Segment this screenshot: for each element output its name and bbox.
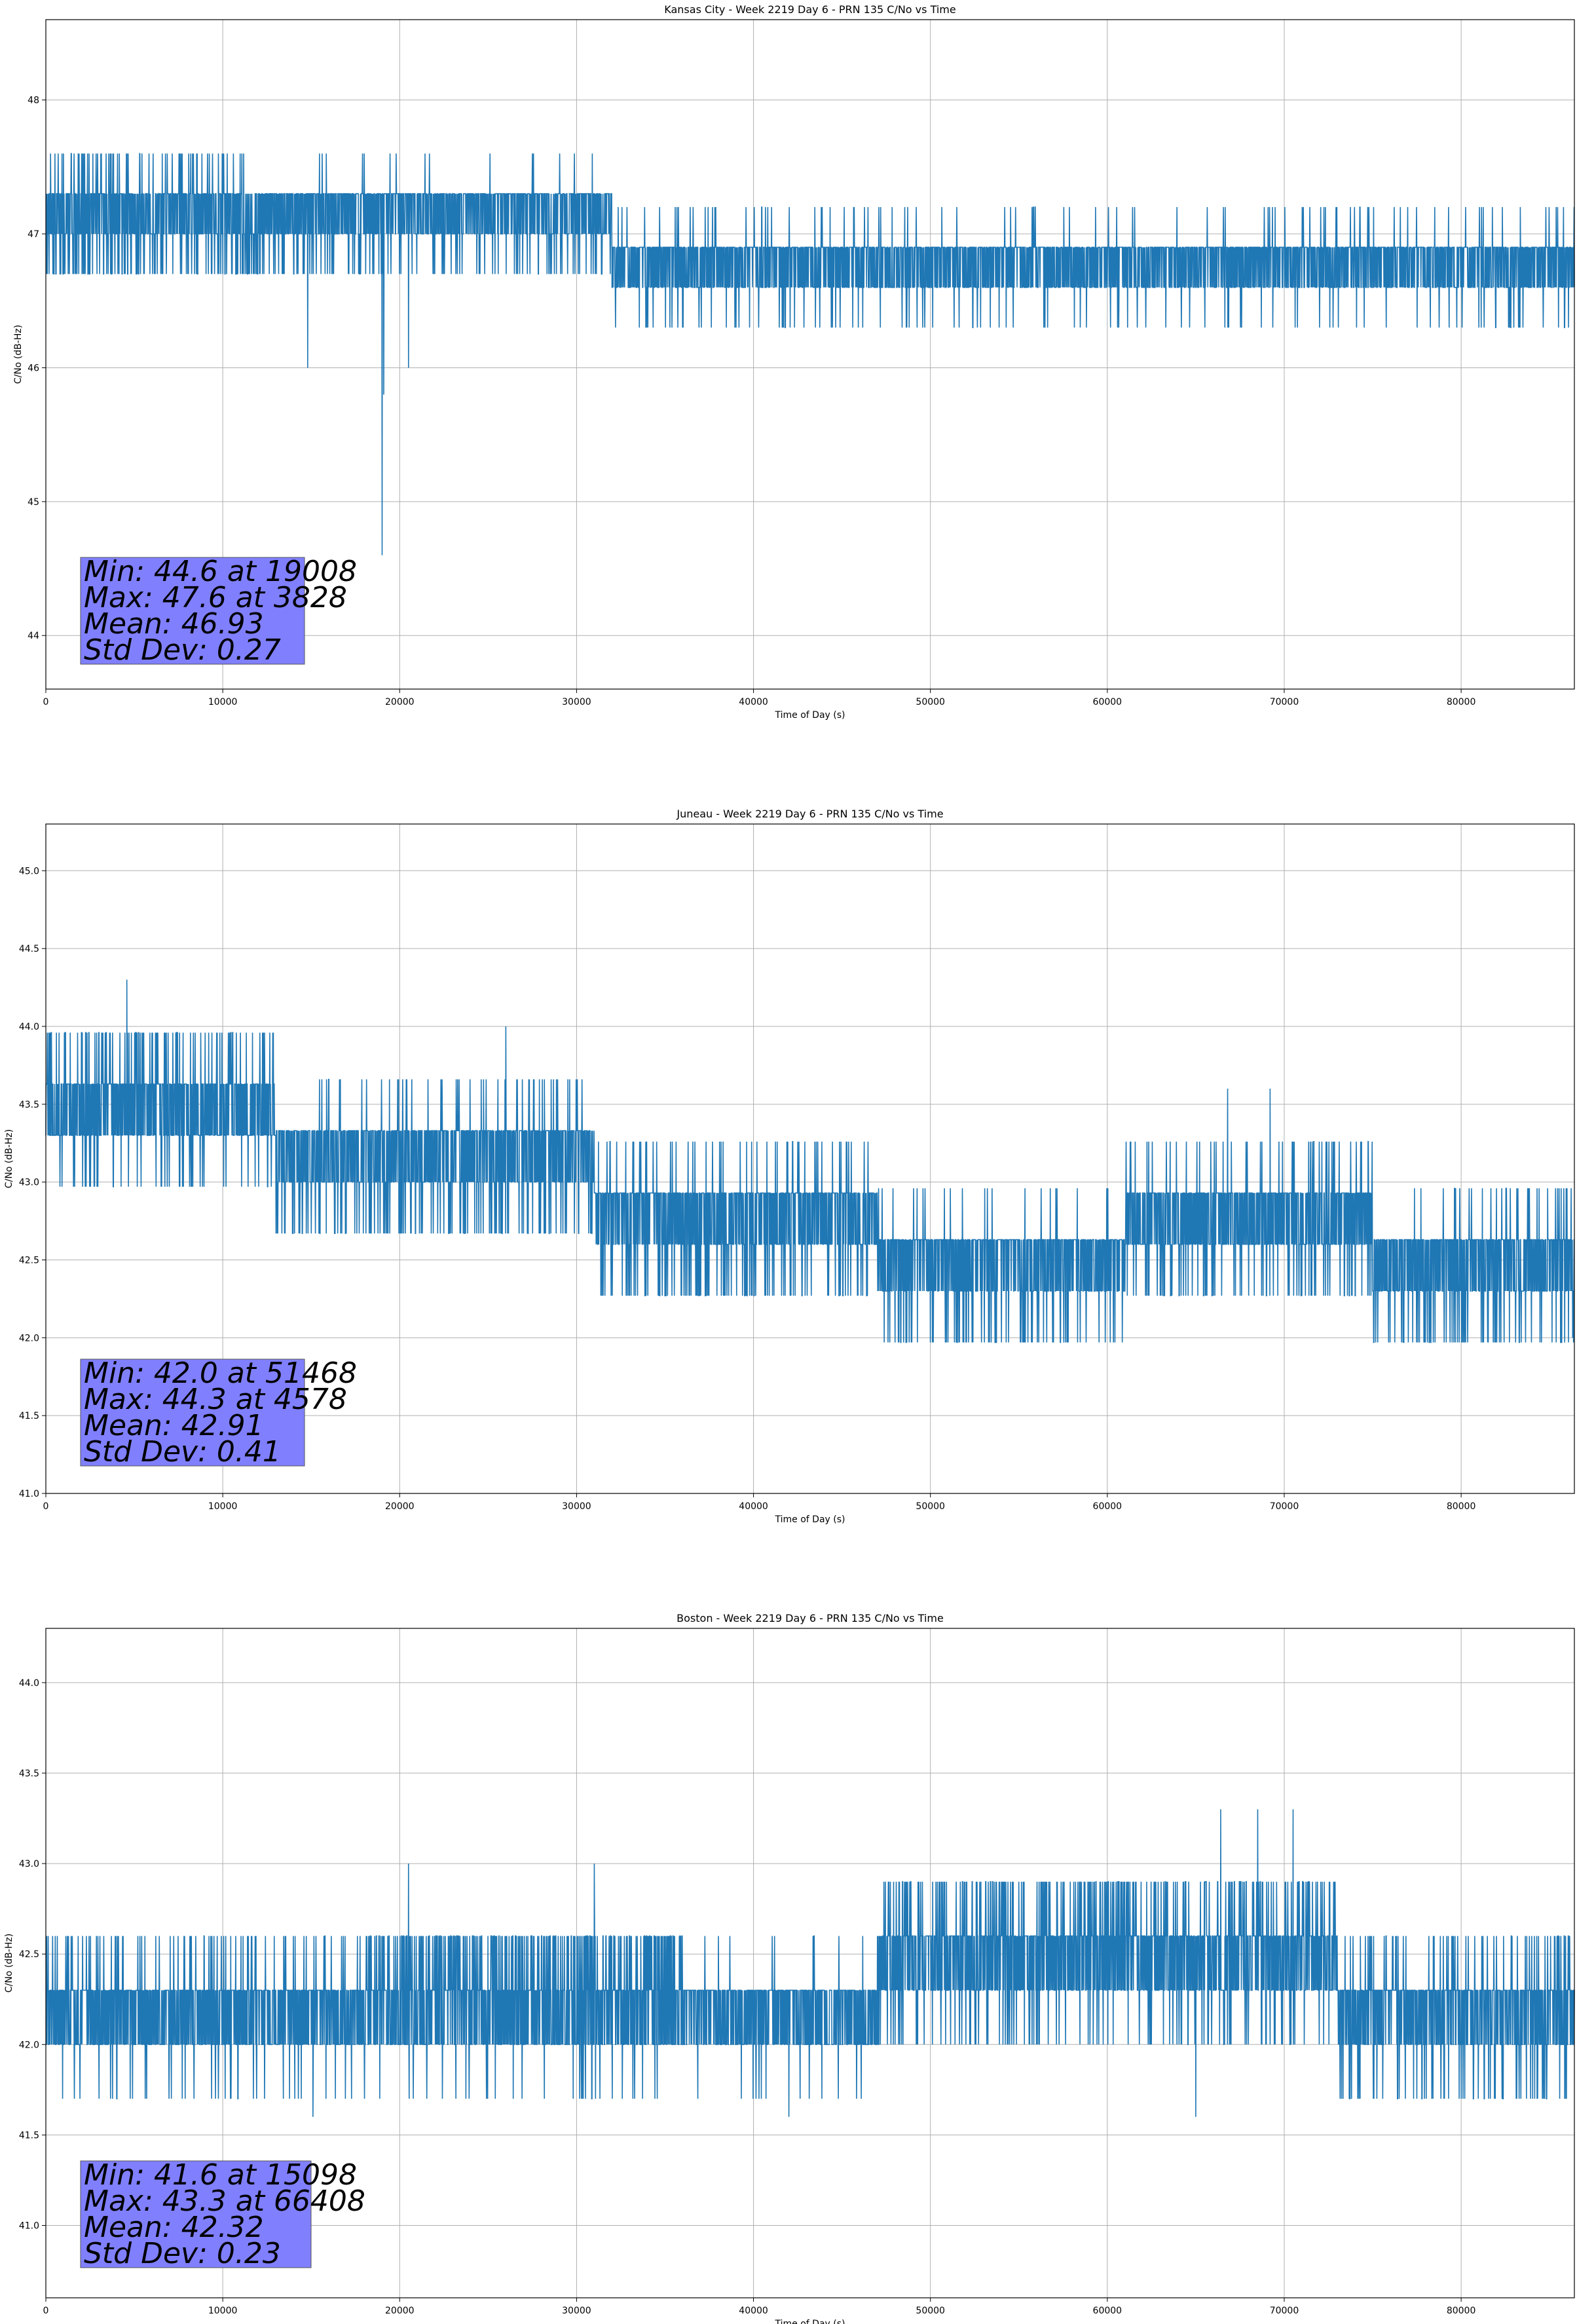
y-tick-label: 42.5 [19, 1949, 39, 1960]
y-axis-label: C/No (dB-Hz) [4, 1934, 14, 1993]
x-tick-label: 40000 [739, 697, 768, 707]
y-axis-label: C/No (dB-Hz) [4, 1129, 14, 1188]
axes-frame [45, 823, 1575, 1494]
stats-max-text: Max: 47.6 at 3828 [84, 581, 347, 614]
y-tick-label: 43.0 [19, 1178, 39, 1188]
y-tick-label: 42.0 [19, 1333, 39, 1343]
data-series-line [45, 1809, 1575, 2117]
x-tick-label: 50000 [916, 697, 945, 707]
x-tick-label: 40000 [739, 2306, 768, 2316]
x-tick-label: 80000 [1447, 1501, 1476, 1512]
x-axis-label: Time of Day (s) [775, 1514, 845, 1525]
x-tick-label: 0 [43, 697, 49, 707]
y-tick-label: 41.0 [19, 2221, 39, 2232]
stats-min-text: Min: 44.6 at 19008 [84, 555, 357, 588]
y-tick-label: 44.5 [19, 944, 39, 954]
x-tick-label: 70000 [1270, 697, 1299, 707]
x-tick-label: 70000 [1270, 1501, 1299, 1512]
y-tick-label: 43.0 [19, 1859, 39, 1869]
chart-title: Juneau - Week 2219 Day 6 - PRN 135 C/No … [676, 808, 943, 820]
x-tick-label: 80000 [1447, 697, 1476, 707]
stats-mean-text: Mean: 42.32 [84, 2211, 264, 2244]
stats-mean-text: Mean: 46.93 [84, 607, 264, 641]
x-tick-label: 30000 [562, 1501, 591, 1512]
x-tick-label: 60000 [1093, 1501, 1122, 1512]
data-series-line [45, 979, 1575, 1343]
stats-std-text: Std Dev: 0.41 [84, 1435, 281, 1469]
y-tick-label: 43.5 [19, 1100, 39, 1110]
chart-title: Boston - Week 2219 Day 6 - PRN 135 C/No … [677, 1612, 944, 1624]
stats-std-text: Std Dev: 0.27 [84, 633, 281, 667]
axes-frame [45, 1628, 1575, 2298]
stats-min-text: Min: 42.0 at 51468 [84, 1357, 357, 1390]
y-tick-label: 44.0 [19, 1678, 39, 1689]
x-tick-label: 30000 [562, 697, 591, 707]
stats-max-text: Max: 43.3 at 66408 [84, 2184, 365, 2218]
y-tick-label: 47 [28, 229, 39, 240]
x-tick-label: 10000 [208, 697, 238, 707]
axes-frame [45, 19, 1575, 690]
y-tick-label: 44.0 [19, 1022, 39, 1032]
stats-box-background [80, 557, 305, 665]
chart-panel-2: 0 10000 20000 30000 40000 50000 60000 70000 8000… [4, 808, 1575, 1525]
x-tick-label: 20000 [385, 697, 415, 707]
x-tick-label: 20000 [385, 2306, 415, 2316]
x-tick-label: 20000 [385, 1501, 415, 1512]
x-tick-label: 0 [43, 1501, 49, 1512]
y-tick-label: 48 [28, 96, 39, 106]
x-tick-label: 50000 [916, 1501, 945, 1512]
y-tick-label: 45 [28, 497, 39, 508]
x-tick-label: 10000 [208, 1501, 238, 1512]
stats-box-background [80, 1359, 305, 1467]
y-tick-label: 42.5 [19, 1255, 39, 1265]
x-tick-label: 40000 [739, 1501, 768, 1512]
y-tick-label: 44 [28, 631, 39, 641]
x-tick-label: 70000 [1270, 2306, 1299, 2316]
chart-title: Kansas City - Week 2219 Day 6 - PRN 135 … [664, 3, 955, 16]
x-tick-label: 30000 [562, 2306, 591, 2316]
stats-std-text: Std Dev: 0.23 [84, 2237, 281, 2270]
x-axis-label: Time of Day (s) [775, 710, 845, 721]
stats-min-text: Min: 41.6 at 15098 [84, 2158, 357, 2192]
y-tick-label: 46 [28, 363, 39, 373]
y-tick-label: 45.0 [19, 866, 39, 876]
x-tick-label: 50000 [916, 2306, 945, 2316]
y-axis-label: C/No (dB-Hz) [13, 325, 24, 384]
x-tick-label: 10000 [208, 2306, 238, 2316]
y-tick-label: 42.0 [19, 2040, 39, 2050]
stats-max-text: Max: 44.3 at 4578 [84, 1383, 347, 1416]
y-tick-label: 43.5 [19, 1769, 39, 1779]
stats-box-background [80, 2160, 312, 2268]
y-tick-label: 41.0 [19, 1489, 39, 1499]
grid [45, 20, 1574, 689]
x-tick-label: 0 [43, 2306, 49, 2316]
x-axis-label: Time of Day (s) [775, 2319, 845, 2324]
y-tick-label: 41.5 [19, 2130, 39, 2141]
chart-panel-3: 0 10000 20000 30000 40000 50000 60000 70000 8000… [4, 1612, 1575, 2324]
x-tick-label: 80000 [1447, 2306, 1476, 2316]
data-series-line [45, 153, 1575, 555]
chart-panel-1: 0 10000 20000 30000 40000 50000 60000 70000 8000… [13, 3, 1575, 721]
y-tick-label: 41.5 [19, 1411, 39, 1421]
stats-mean-text: Mean: 42.91 [84, 1409, 264, 1442]
x-tick-label: 60000 [1093, 697, 1122, 707]
x-tick-label: 60000 [1093, 2306, 1122, 2316]
